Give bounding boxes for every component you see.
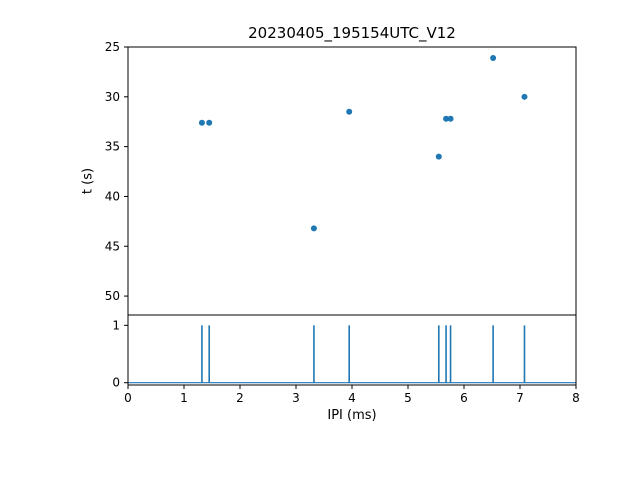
y-tick-label: 40 (105, 189, 120, 203)
y-tick-label: 30 (105, 90, 120, 104)
y-tick-label: 50 (105, 289, 120, 303)
y-tick-label: 1 (112, 318, 120, 332)
x-tick-label: 7 (516, 391, 524, 405)
scatter-point (447, 115, 454, 122)
scatter-point (310, 225, 317, 232)
x-tick-label: 8 (572, 391, 580, 405)
y-tick-label: 0 (112, 376, 120, 390)
chart-title: 20230405_195154UTC_V12 (248, 24, 456, 42)
x-tick-label: 0 (124, 391, 132, 405)
scatter-point (346, 108, 353, 115)
x-tick-label: 2 (236, 391, 244, 405)
scatter-point (198, 119, 205, 126)
y-tick-label: 45 (105, 239, 120, 253)
x-tick-label: 6 (460, 391, 468, 405)
y-tick-label: 35 (105, 140, 120, 154)
scatter-point (206, 119, 213, 126)
x-tick-label: 5 (404, 391, 412, 405)
x-tick-label: 1 (180, 391, 188, 405)
scatter-point (490, 54, 497, 61)
x-axis-label: IPI (ms) (327, 408, 377, 423)
y-axis-label: t (s) (80, 167, 96, 195)
x-tick-label: 4 (348, 391, 356, 405)
scatter-point (521, 93, 528, 100)
scatter-point (443, 115, 450, 122)
bottom-axes-box (127, 314, 577, 386)
x-tick-label: 3 (292, 391, 300, 405)
top-axes-box (127, 46, 577, 316)
y-tick-label: 25 (105, 40, 120, 54)
scatter-point (435, 153, 442, 160)
